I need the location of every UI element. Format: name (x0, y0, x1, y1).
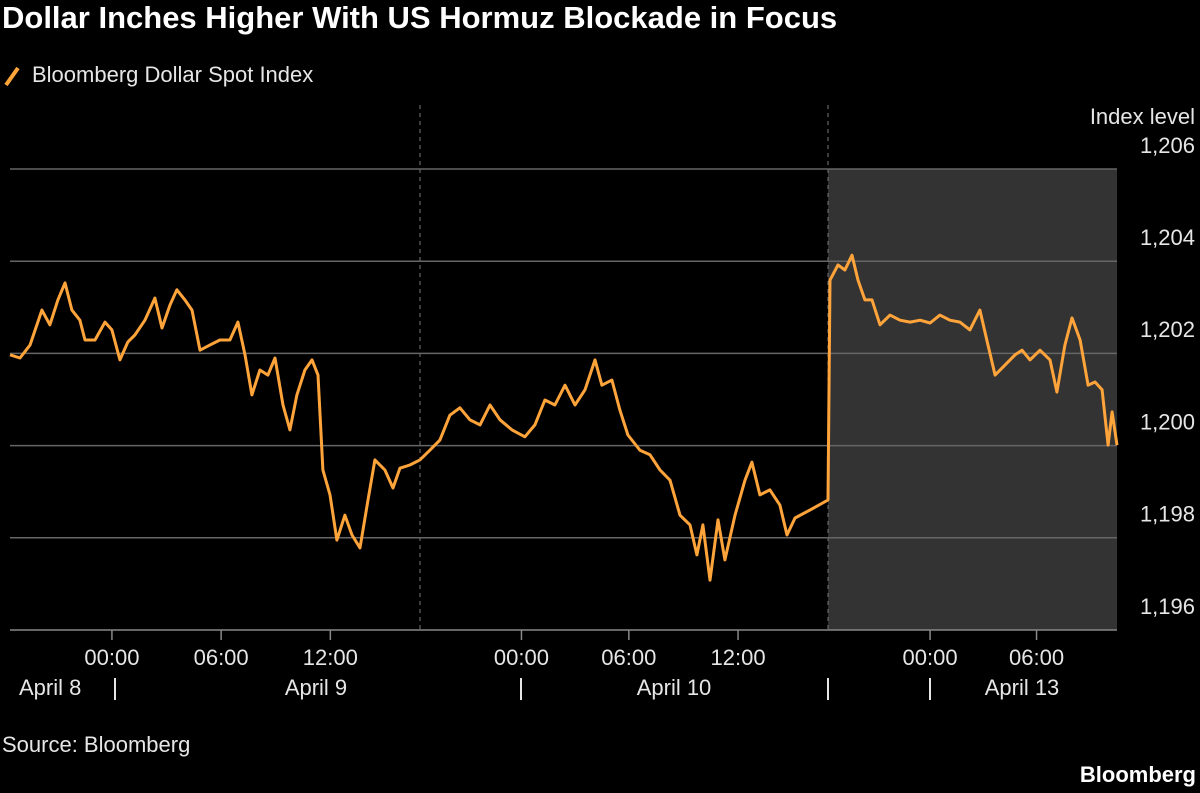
legend-label: Bloomberg Dollar Spot Index (32, 62, 313, 87)
source: Source: Bloomberg (2, 732, 190, 757)
x-tick-label: 12:00 (711, 645, 766, 670)
y-tick-label: 1,198 (1140, 502, 1195, 527)
data-line (9, 253, 1119, 582)
y-tick-label: 1,204 (1140, 225, 1195, 250)
y-tick-label: 1,200 (1140, 409, 1195, 434)
date-label: April 10 (637, 675, 712, 700)
y-tick-label: 1,206 (1140, 133, 1195, 158)
brand: Bloomberg (1080, 762, 1196, 787)
plot-area: 1,196 1,198 1,200 1,202 1,204 1,206 00:00 06:00… (9, 133, 1195, 670)
legend-swatch (4, 66, 20, 87)
x-tick-label: 00:00 (903, 645, 958, 670)
date-label: April 9 (285, 675, 347, 700)
y-tick-label: 1,202 (1140, 317, 1195, 342)
x-tick-label: 06:00 (601, 645, 656, 670)
date-label: April 13 (985, 675, 1060, 700)
x-tick-label: 12:00 (303, 645, 358, 670)
y-tick-label: 1,196 (1140, 594, 1195, 619)
x-tick-label: 00:00 (494, 645, 549, 670)
x-tick-label: 06:00 (1009, 645, 1064, 670)
chart-title: Dollar Inches Higher With US Hormuz Bloc… (2, 0, 837, 35)
date-label: April 8 (19, 675, 81, 700)
y-axis-label: Index level (1090, 104, 1195, 129)
weekend-shading (828, 169, 1117, 630)
x-tick-label: 00:00 (84, 645, 139, 670)
x-tick-label: 06:00 (194, 645, 249, 670)
